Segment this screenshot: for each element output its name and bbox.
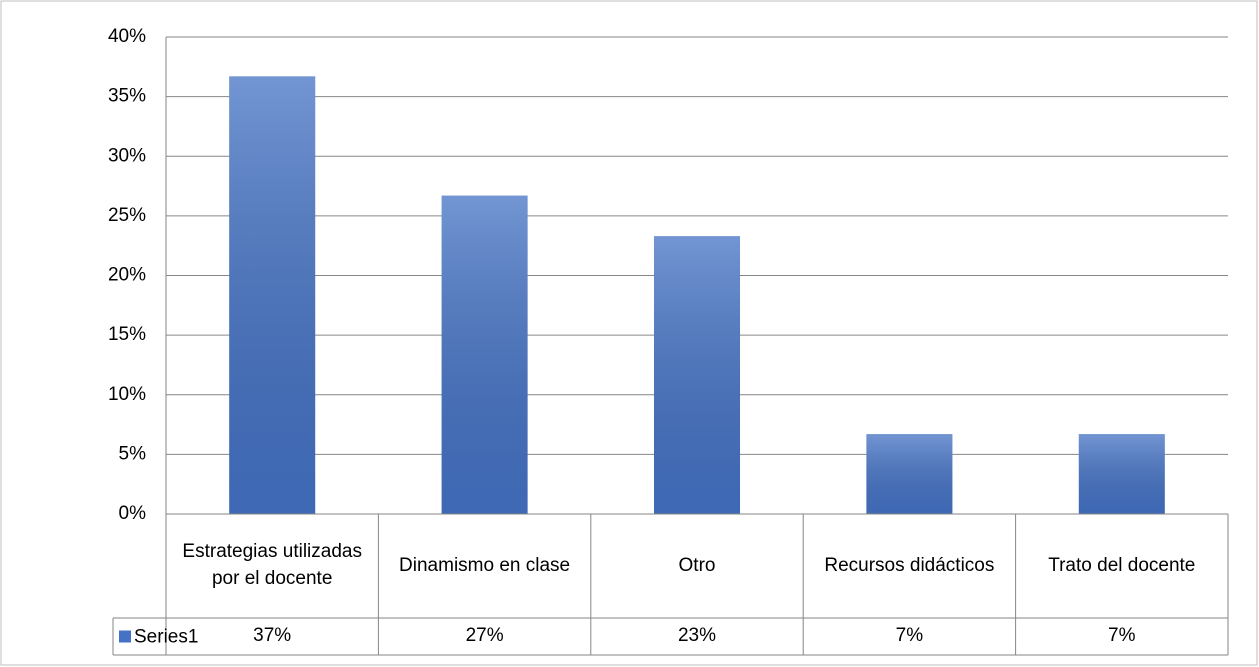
- bar: [866, 434, 953, 514]
- category-label: Recursos didácticos: [824, 554, 995, 576]
- y-tick-label: 40%: [108, 26, 146, 47]
- bar: [653, 236, 741, 514]
- y-tick-label: 5%: [119, 443, 147, 464]
- y-tick-label: 0%: [119, 503, 147, 524]
- data-table-value: 7%: [895, 625, 924, 647]
- data-table-value: 23%: [677, 625, 716, 647]
- y-tick-label: 20%: [108, 265, 146, 286]
- y-tick-label: 10%: [108, 384, 146, 405]
- data-table-value: 27%: [465, 625, 504, 647]
- bar: [441, 195, 528, 515]
- category-label: Otro: [678, 554, 716, 576]
- data-table-value: 37%: [253, 625, 292, 647]
- y-tick-label: 35%: [108, 86, 146, 107]
- category-label: Dinamismo en clase: [399, 554, 571, 576]
- y-tick-label: 25%: [108, 205, 146, 226]
- data-table-value: 7%: [1108, 625, 1136, 647]
- legend-swatch: [119, 630, 131, 643]
- category-label: Trato del docente: [1048, 554, 1196, 576]
- legend-label: Series1: [134, 627, 198, 648]
- bar: [229, 76, 316, 514]
- y-tick-label: 30%: [108, 145, 146, 166]
- category-label: Estrategias utilizadas por el docente: [182, 541, 362, 589]
- bar: [1078, 434, 1165, 514]
- y-tick-label: 15%: [108, 324, 146, 345]
